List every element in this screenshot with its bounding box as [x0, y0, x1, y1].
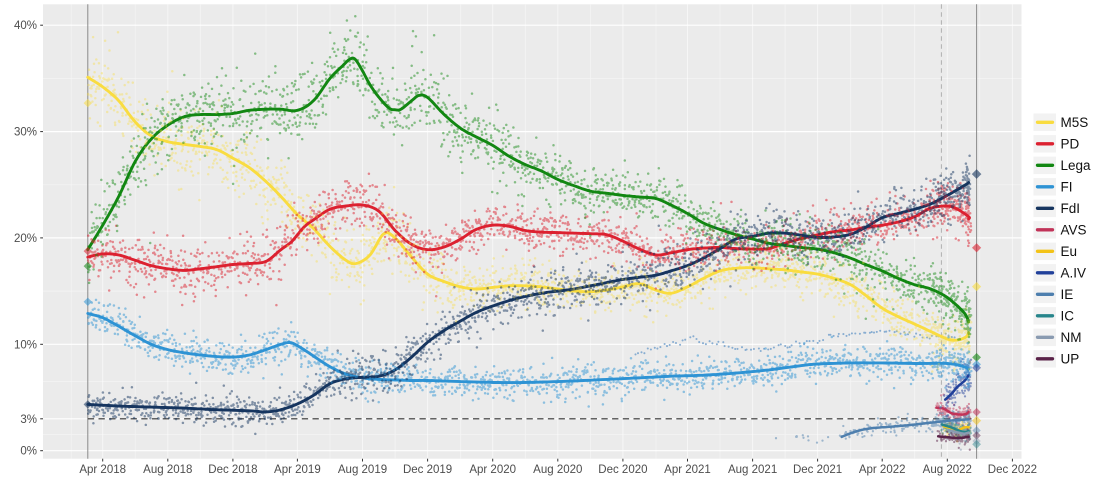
svg-text:3%: 3% [20, 414, 37, 426]
svg-text:Dec 2020: Dec 2020 [598, 464, 647, 476]
svg-text:Dec 2022: Dec 2022 [988, 464, 1037, 476]
svg-text:M5S: M5S [1061, 115, 1089, 130]
svg-text:Apr 2019: Apr 2019 [274, 464, 321, 476]
svg-text:Apr 2018: Apr 2018 [79, 464, 126, 476]
svg-text:Aug 2018: Aug 2018 [143, 464, 192, 476]
svg-text:Lega: Lega [1061, 158, 1092, 173]
svg-text:Apr 2022: Apr 2022 [859, 464, 906, 476]
svg-text:UP: UP [1061, 352, 1080, 367]
svg-text:IE: IE [1061, 287, 1074, 302]
svg-text:Apr 2021: Apr 2021 [664, 464, 711, 476]
svg-text:IC: IC [1061, 309, 1075, 324]
svg-text:Aug 2020: Aug 2020 [533, 464, 582, 476]
svg-text:20%: 20% [14, 233, 37, 245]
svg-text:10%: 10% [14, 339, 37, 351]
svg-text:AVS: AVS [1061, 223, 1087, 238]
svg-text:Aug 2019: Aug 2019 [338, 464, 387, 476]
svg-text:40%: 40% [14, 20, 37, 32]
svg-text:0%: 0% [20, 446, 37, 458]
svg-text:A.IV: A.IV [1061, 266, 1087, 281]
svg-text:Apr 2020: Apr 2020 [469, 464, 516, 476]
svg-text:FI: FI [1061, 180, 1073, 195]
svg-text:30%: 30% [14, 127, 37, 139]
svg-text:Dec 2019: Dec 2019 [403, 464, 452, 476]
svg-text:Dec 2018: Dec 2018 [208, 464, 257, 476]
svg-text:NM: NM [1061, 330, 1082, 345]
svg-text:Dec 2021: Dec 2021 [793, 464, 842, 476]
svg-text:Eu: Eu [1061, 244, 1078, 259]
svg-text:FdI: FdI [1061, 201, 1081, 216]
svg-text:Aug 2022: Aug 2022 [923, 464, 972, 476]
svg-text:PD: PD [1061, 137, 1080, 152]
svg-text:Aug 2021: Aug 2021 [728, 464, 777, 476]
